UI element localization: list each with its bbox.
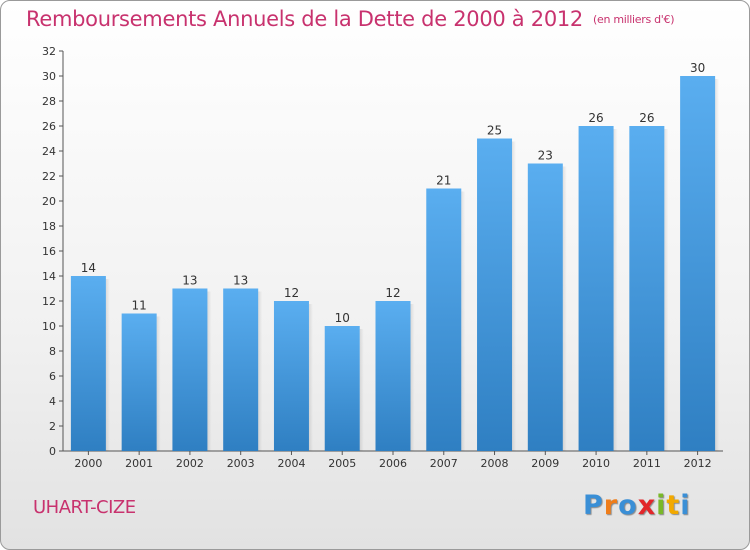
y-tick-label: 20 (42, 195, 56, 208)
bar-shadow (461, 191, 466, 451)
bar-shadow (613, 129, 618, 451)
data-label: 10 (335, 311, 350, 325)
y-tick-label: 16 (42, 245, 56, 258)
data-label: 21 (436, 174, 451, 188)
bar (172, 288, 208, 451)
x-tick-label: 2007 (430, 457, 458, 470)
data-label: 23 (538, 149, 553, 163)
logo-letter: i (680, 490, 691, 521)
y-tick-label: 24 (42, 145, 56, 158)
x-tick-label: 2004 (277, 457, 305, 470)
chart-title-text: Remboursements Annuels de la Dette de 20… (26, 7, 583, 31)
x-tick-label: 2002 (176, 457, 204, 470)
commune-name: UHART-CIZE (33, 497, 136, 518)
data-label: 13 (233, 274, 248, 288)
data-label: 30 (690, 61, 705, 75)
bar (426, 188, 462, 451)
y-tick-label: 8 (49, 345, 56, 358)
x-tick-label: 2009 (531, 457, 559, 470)
y-tick-label: 14 (42, 270, 56, 283)
bar-shadow (359, 329, 364, 451)
bar (477, 138, 513, 451)
logo-letter: r (603, 490, 619, 521)
logo-letter: P (583, 490, 604, 521)
chart-title: Remboursements Annuels de la Dette de 20… (26, 7, 674, 31)
chart-subtitle: (en milliers d'€) (593, 13, 675, 26)
bar (680, 76, 716, 451)
logo-letter: x (637, 490, 657, 521)
y-tick-label: 12 (42, 295, 56, 308)
proxiti-logo: Proxiti (583, 490, 691, 521)
data-label: 12 (385, 286, 400, 300)
logo-letter: t (666, 490, 681, 521)
bar-shadow (258, 291, 263, 451)
y-tick-label: 30 (42, 70, 56, 83)
bar-shadow (207, 291, 212, 451)
y-tick-label: 4 (49, 395, 56, 408)
y-tick-label: 0 (49, 445, 56, 458)
y-tick-label: 2 (49, 420, 56, 433)
data-label: 26 (588, 111, 603, 125)
bar (324, 326, 360, 451)
y-tick-label: 6 (49, 370, 56, 383)
bar (527, 163, 563, 451)
data-label: 13 (182, 274, 197, 288)
y-tick-label: 28 (42, 95, 56, 108)
logo-letter: o (618, 490, 638, 521)
bar-shadow (512, 141, 517, 451)
y-tick-label: 22 (42, 170, 56, 183)
bar (629, 126, 665, 451)
bar (223, 288, 259, 451)
x-tick-label: 2006 (379, 457, 407, 470)
bar (121, 313, 157, 451)
data-label: 25 (487, 124, 502, 138)
bar (273, 301, 309, 451)
x-tick-label: 2011 (633, 457, 661, 470)
bar (375, 301, 411, 451)
y-tick-label: 26 (42, 120, 56, 133)
bar-shadow (156, 316, 161, 451)
bar-shadow (664, 129, 669, 451)
bar (70, 276, 106, 451)
bar-shadow (410, 304, 415, 451)
bar-shadow (308, 304, 313, 451)
x-tick-label: 2005 (328, 457, 356, 470)
x-tick-label: 2000 (74, 457, 102, 470)
y-tick-label: 32 (42, 45, 56, 58)
y-tick-label: 18 (42, 220, 56, 233)
y-tick-label: 10 (42, 320, 56, 333)
bar-shadow (105, 279, 110, 451)
bar (578, 126, 614, 451)
data-label: 14 (81, 261, 96, 275)
logo-letter: i (656, 490, 667, 521)
data-label: 12 (284, 286, 299, 300)
bar-shadow (715, 79, 720, 451)
x-tick-label: 2008 (481, 457, 509, 470)
data-label: 11 (132, 299, 147, 313)
bar-shadow (562, 166, 567, 451)
x-tick-label: 2010 (582, 457, 610, 470)
x-tick-label: 2003 (227, 457, 255, 470)
data-label: 26 (639, 111, 654, 125)
x-tick-label: 2001 (125, 457, 153, 470)
x-tick-label: 2012 (684, 457, 712, 470)
